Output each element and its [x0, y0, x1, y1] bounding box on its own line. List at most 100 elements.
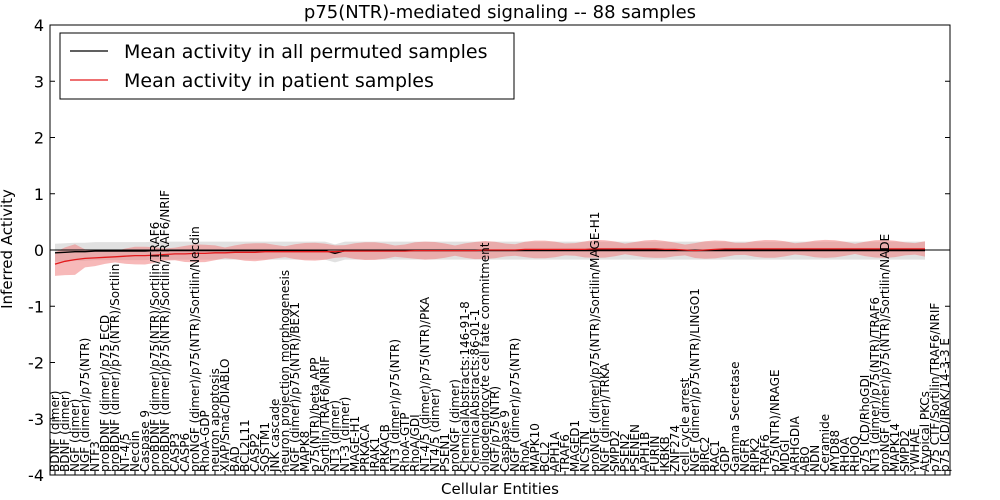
x-tick-label-12: CASP3	[168, 433, 182, 472]
legend: Mean activity in all permuted samples Me…	[59, 32, 515, 100]
x-tick-label-38: NT4/5 (dimer)	[428, 388, 442, 472]
x-tick-label-0: BDNF (dimer)	[48, 391, 62, 473]
chart-title: p75(NTR)-mediated signaling -- 88 sample…	[304, 2, 696, 23]
x-tick-label-25: MAPK8	[298, 431, 312, 472]
legend-box	[59, 32, 515, 100]
y-tick-label-8: 4	[34, 16, 44, 35]
x-tick-label-78: MYD88	[828, 430, 842, 472]
x-tick-label-49: BCL2	[538, 441, 552, 472]
x-tick-label-60: FURIN	[648, 435, 662, 472]
x-tick-label-45: Caspase 9	[498, 410, 512, 472]
x-tick-label-62: ZNF274	[668, 425, 682, 472]
x-tick-label-73: MDGI	[778, 440, 792, 472]
x-tick-label-79: RHOA	[838, 436, 852, 472]
x-tick-label-43: oligodendrocyte cell fate commitment	[478, 242, 492, 472]
y-ticks: -4 -3 -2 -1 0 1 2 3 4	[28, 16, 950, 485]
x-tick-label-10: proBDNF (dimer)/p75(NTR)/Sortilin/TRAF6	[148, 222, 162, 472]
x-tick-label-56: SMPD2	[608, 430, 622, 472]
x-tick-label-46: NGF (dimer)/p75(NTR)	[508, 338, 522, 472]
x-tick-label-34: NT3 (dimer)/p75(NTR)	[388, 339, 402, 472]
x-tick-label-83: proNGF (dimer)/p75(NTR)/Sortilin/NADE	[878, 234, 892, 472]
x-tick-label-77: Ceramide	[818, 414, 832, 472]
legend-label-permuted: Mean activity in all permuted samples	[124, 41, 487, 63]
x-tick-label-67: GDP	[718, 446, 732, 472]
x-tick-label-14: proNGF (dimer)/p75(NTR)/Sortilin/Necdin	[188, 226, 202, 472]
x-tick-label-26: p75(NTR)/beta APP	[308, 358, 322, 473]
x-tick-label-71: TRAF6	[758, 434, 772, 473]
x-tick-label-37: NT-4/5 (dimer)/p75(NTR)/PKA	[418, 296, 432, 472]
x-tick-label-88: p75 CTF/Sortilin/TRAF6/NRIF	[928, 303, 942, 472]
x-tick-label-81: p75 ICD/RhoGDI	[858, 375, 872, 472]
x-tick-label-84: MAPK14	[888, 423, 902, 472]
x-tick-label-19: BCL2L11	[238, 419, 252, 472]
series-line-1	[54, 248, 925, 265]
x-tick-label-23: neuron projection morphogenesis	[278, 270, 292, 472]
x-tick-label-27: Sortilin/TRAF6/NRIF	[318, 356, 332, 472]
x-tick-label-7: NT-4/5	[118, 433, 132, 472]
x-tick-label-61: IKBKB	[658, 436, 672, 472]
x-tick-label-13: CASP6	[178, 433, 192, 472]
x-tick-label-3: NGF (dimer)/p75(NTR)	[78, 338, 92, 472]
x-tick-label-54: proNGF (dimer)/p75(NTR)/Sortilin/MAGE-H1	[588, 212, 602, 472]
x-tick-label-15: RhoA-GDP	[198, 410, 212, 472]
x-tick-label-36: RhoA/GDI	[408, 414, 422, 472]
legend-label-patient: Mean activity in patient samples	[124, 70, 434, 92]
x-tick-label-32: IRAK1	[368, 437, 382, 472]
x-tick-label-8: Necdin	[128, 430, 142, 472]
x-tick-label-89: p75 ICD/IRAK/14-3-3 E	[938, 338, 952, 472]
x-tick-label-74: ARHGDIA	[788, 415, 802, 472]
x-tick-label-69: NGFR	[738, 438, 752, 472]
y-tick-label-3: -1	[28, 297, 44, 316]
x-tick-label-4: NTF3	[88, 441, 102, 472]
x-tick-label-17: XIAP/Smac/DIABLO	[218, 359, 232, 472]
x-tick-label-2: NGF (dimer)	[68, 399, 82, 472]
x-tick-label-22: JNK cascade	[268, 399, 282, 473]
x-tick-label-5: proBDNF (dimer)/p75 ECD	[98, 315, 112, 472]
x-tick-label-76: NDN	[808, 445, 822, 472]
x-tick-label-35: RhoA-GTP	[398, 413, 412, 472]
x-tick-label-44: NGF/p75(NTR)	[488, 386, 502, 472]
x-tick-label-80: RHOQ	[848, 436, 862, 472]
x-tick-label-39: PSEN1	[438, 433, 452, 472]
x-tick-label-18: BAD	[228, 446, 242, 472]
y-tick-label-2: -2	[28, 354, 44, 373]
x-tick-label-47: RhoA	[518, 440, 532, 472]
y-tick-label-0: -4	[28, 466, 44, 485]
x-tick-label-55: NGF (dimer)/TRKA	[598, 362, 612, 472]
x-tick-label-16: neuron apoptosis	[208, 368, 222, 472]
x-tick-label-59: APH1B	[638, 432, 652, 472]
x-tick-label-70: RIPK2	[748, 437, 762, 472]
x-tick-label-53: NCSTN	[578, 431, 592, 472]
x-tick-label-82: NT3 (dimer)/p75(NTR)/TRAF6	[868, 297, 882, 472]
x-tick-label-28: NT3 (dimer)	[328, 400, 342, 472]
x-tick-label-65: BIRC2	[698, 436, 712, 472]
x-tick-label-20: CASP2	[248, 433, 262, 472]
x-tick-label-50: APH1A	[548, 431, 562, 472]
y-tick-label-4: 0	[34, 241, 44, 260]
band-patient	[55, 239, 925, 276]
x-tick-label-24: NGF (dimer)/p75(NTR)/BEX1	[288, 302, 302, 472]
x-tick-label-64: NGF (dimer)/p75(NTR)/LINGO1	[688, 288, 702, 472]
x-tick-label-42: ChemicalAbstracts:86-01-1	[468, 309, 482, 472]
x-tick-label-9: Caspase 9	[138, 410, 152, 472]
x-axis-label: Cellular Entities	[441, 480, 559, 498]
y-tick-label-5: 1	[34, 185, 44, 204]
x-tick-label-57: PSEN2	[618, 433, 632, 472]
x-tick-label-30: MAGE-H1	[348, 416, 362, 472]
x-tick-label-40: proNGF (dimer)	[448, 379, 462, 472]
y-tick-label-6: 2	[34, 129, 44, 148]
x-tick-label-1: BDNF (dimer)	[58, 391, 72, 473]
x-tick-label-51: TRAF6	[558, 434, 572, 473]
x-tick-label-63: cell cycle arrest	[678, 377, 692, 472]
x-tick-label-68: Gamma Secretase	[728, 361, 742, 472]
x-tick-label-6: proBDNF (dimer)/p75(NTR)/Sortilin	[108, 264, 122, 472]
x-tick-label-87: Atypical PKCs	[918, 391, 932, 472]
x-tick-label-29: NT-3 (dimer)	[338, 397, 352, 472]
x-tick-label-72: p75(NTR)/NRAGE	[768, 369, 782, 472]
x-tick-label-75: ABO	[798, 446, 812, 472]
x-tick-label-33: PRKACB	[378, 424, 392, 472]
x-tick-labels: BDNF (dimer)BDNF (dimer)NGF (dimer)NGF (…	[48, 190, 952, 475]
x-tick-label-58: PSENEN	[628, 424, 642, 472]
plot-frame	[49, 24, 951, 476]
x-tick-label-48: MAPK10	[528, 423, 542, 472]
